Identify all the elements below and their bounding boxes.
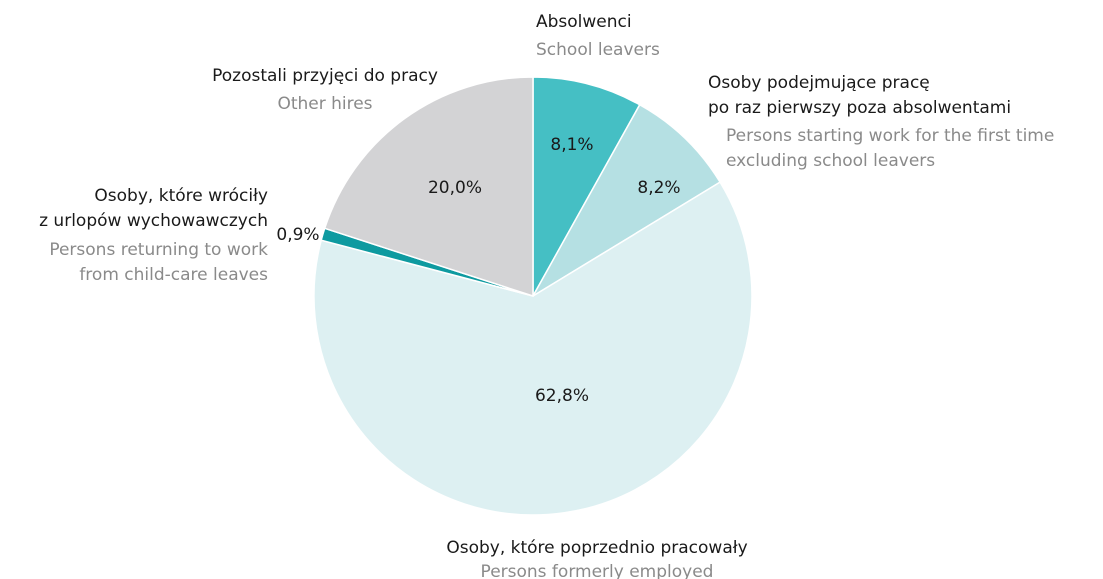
category-translation: Other hires <box>277 94 372 114</box>
category-label: Pozostali przyjęci do pracy <box>212 66 438 86</box>
category-label: Absolwenci <box>536 12 632 32</box>
category-label: po raz pierwszy poza absolwentami <box>708 98 1011 118</box>
pie-slice <box>530 103 722 299</box>
category-translation: School leavers <box>536 40 660 60</box>
pie-slice <box>323 76 534 298</box>
category-translation: Persons returning to work <box>49 240 268 260</box>
data-label: 0,9% <box>276 225 319 245</box>
category-label: Osoby podejmujące pracę <box>708 73 930 93</box>
category-translation: from child-care leaves <box>79 265 268 285</box>
category-label: Osoby, które wróciły <box>94 186 268 206</box>
data-label: 62,8% <box>535 386 589 406</box>
category-translation: excluding school leavers <box>726 151 935 171</box>
category-label: z urlopów wychowawczych <box>39 211 268 231</box>
pie-slice <box>313 181 753 516</box>
data-label: 20,0% <box>428 178 482 198</box>
data-label: 8,1% <box>550 135 593 155</box>
pie-slice <box>532 76 641 299</box>
category-translation: Persons formerly employed <box>481 562 714 579</box>
category-translation: Persons starting work for the first time <box>726 126 1054 146</box>
data-label: 8,2% <box>637 178 680 198</box>
category-label: Osoby, które poprzednio pracowały <box>446 538 747 558</box>
